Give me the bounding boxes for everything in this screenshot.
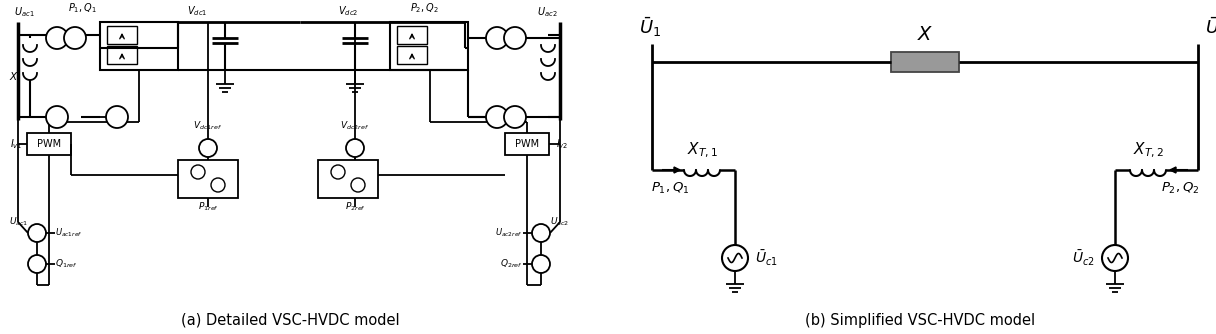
Text: (a) Detailed VSC-HVDC model: (a) Detailed VSC-HVDC model	[181, 313, 399, 328]
Circle shape	[28, 224, 46, 242]
Text: $P_1, Q_1$: $P_1, Q_1$	[68, 1, 97, 15]
Circle shape	[503, 27, 527, 49]
Text: $P_2, Q_2$: $P_2, Q_2$	[1161, 180, 1199, 195]
Bar	[107, 26, 137, 44]
Bar	[100, 22, 178, 70]
Text: $\bar{U}_2$: $\bar{U}_2$	[1205, 15, 1216, 39]
Text: $X_{T,1}$: $X_{T,1}$	[687, 140, 717, 160]
Text: $U_{ac2ref}$: $U_{ac2ref}$	[495, 227, 523, 239]
Circle shape	[722, 245, 748, 271]
Circle shape	[1102, 245, 1128, 271]
Circle shape	[106, 106, 128, 128]
Circle shape	[331, 165, 345, 179]
Text: $P_{1ref}$: $P_{1ref}$	[197, 201, 219, 213]
Text: $U_{ac2}$: $U_{ac2}$	[550, 216, 569, 228]
Text: $\bar{U}_{c2}$: $\bar{U}_{c2}$	[1073, 248, 1094, 268]
Bar	[319, 160, 378, 198]
Text: $U_{ac2}$: $U_{ac2}$	[537, 5, 558, 19]
Circle shape	[46, 27, 68, 49]
Bar	[891, 52, 959, 72]
Circle shape	[212, 178, 225, 192]
Circle shape	[486, 27, 508, 49]
Bar	[107, 46, 137, 64]
Text: $I_{v1}$: $I_{v1}$	[10, 137, 23, 151]
Text: $X_{T,2}$: $X_{T,2}$	[1132, 140, 1164, 160]
Text: $P_1, Q_1$: $P_1, Q_1$	[651, 180, 689, 195]
Polygon shape	[674, 167, 680, 173]
Text: (b) Simplified VSC-HVDC model: (b) Simplified VSC-HVDC model	[805, 313, 1035, 328]
Text: $Q_{2ref}$: $Q_{2ref}$	[501, 258, 523, 270]
Text: PWM: PWM	[514, 139, 539, 149]
Text: $Q_{1ref}$: $Q_{1ref}$	[55, 258, 78, 270]
Text: PWM: PWM	[36, 139, 61, 149]
Circle shape	[46, 106, 68, 128]
Circle shape	[533, 255, 550, 273]
Text: $X$: $X$	[917, 25, 934, 44]
Circle shape	[503, 106, 527, 128]
Text: $U_{ac1}$: $U_{ac1}$	[15, 5, 35, 19]
Text: $V_{dc1}$: $V_{dc1}$	[187, 4, 207, 18]
Bar	[178, 160, 238, 198]
Circle shape	[28, 255, 46, 273]
Text: $V_{dc2}$: $V_{dc2}$	[338, 4, 359, 18]
Bar	[396, 26, 427, 44]
Bar	[390, 22, 468, 70]
Circle shape	[533, 224, 550, 242]
Text: $U_{ac1}$: $U_{ac1}$	[9, 216, 28, 228]
Circle shape	[191, 165, 206, 179]
Circle shape	[64, 27, 86, 49]
Circle shape	[351, 178, 365, 192]
Text: $V_{dc2ref}$: $V_{dc2ref}$	[340, 120, 370, 132]
Circle shape	[486, 106, 508, 128]
Text: $\bar{U}_{c1}$: $\bar{U}_{c1}$	[755, 248, 778, 268]
Text: $I_{v2}$: $I_{v2}$	[556, 137, 568, 151]
Circle shape	[347, 139, 364, 157]
Text: $V_{dc1ref}$: $V_{dc1ref}$	[193, 120, 223, 132]
Text: $X$: $X$	[10, 70, 19, 82]
Circle shape	[199, 139, 216, 157]
Bar	[505, 133, 548, 155]
Text: $\bar{U}_1$: $\bar{U}_1$	[638, 15, 662, 39]
Bar	[396, 46, 427, 64]
Bar	[27, 133, 71, 155]
Text: $U_{ac1ref}$: $U_{ac1ref}$	[55, 227, 83, 239]
Polygon shape	[1170, 167, 1176, 173]
Text: $P_{2ref}$: $P_{2ref}$	[344, 201, 366, 213]
Text: $P_2, Q_2$: $P_2, Q_2$	[410, 1, 439, 15]
